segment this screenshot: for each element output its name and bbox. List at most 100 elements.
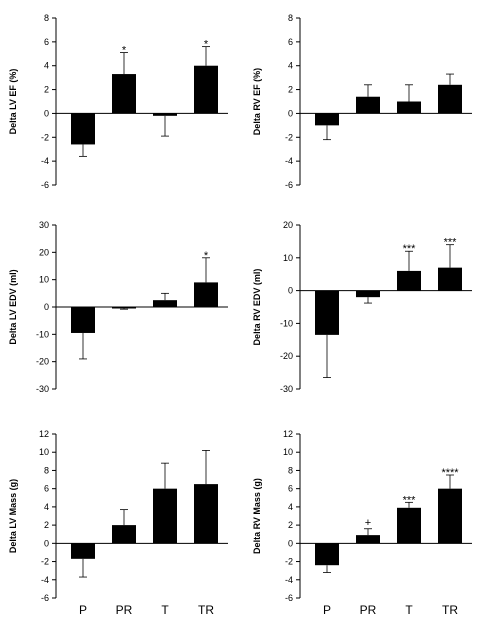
bar-p bbox=[71, 113, 95, 145]
y-tick-label: -2 bbox=[285, 132, 293, 142]
y-tick-label: -6 bbox=[285, 593, 293, 603]
y-tick-label: -2 bbox=[41, 557, 49, 567]
bar-t bbox=[153, 113, 177, 116]
bar-tr bbox=[194, 484, 218, 544]
y-tick-label: 12 bbox=[283, 429, 293, 439]
y-tick-label: 8 bbox=[44, 13, 49, 23]
y-axis-label: Delta RV EF (%) bbox=[252, 68, 262, 135]
bar-pr bbox=[356, 535, 380, 544]
y-axis-label: Delta LV EF (%) bbox=[8, 69, 18, 135]
y-tick-label: 8 bbox=[288, 465, 293, 475]
chart-panel-4: -30 -20 -10 0 10 20 Delta RV EDV (ml) *** *** bbox=[252, 220, 472, 394]
y-tick-label: -4 bbox=[285, 575, 293, 585]
y-tick-label: -20 bbox=[36, 357, 49, 367]
y-tick-label: 0 bbox=[44, 108, 49, 118]
category-label-tr: TR bbox=[442, 603, 458, 617]
bar-p bbox=[315, 290, 339, 335]
y-tick-label: 4 bbox=[44, 61, 49, 71]
y-tick-label: 4 bbox=[44, 502, 49, 512]
y-tick-label: 2 bbox=[44, 85, 49, 95]
category-label-p: P bbox=[323, 603, 331, 617]
significance-marker: * bbox=[204, 250, 209, 262]
y-tick-label: 6 bbox=[288, 484, 293, 494]
y-tick-label: 10 bbox=[283, 447, 293, 457]
y-axis-label: Delta RV EDV (ml) bbox=[252, 269, 262, 346]
y-tick-label: 10 bbox=[283, 253, 293, 263]
y-tick-label: -10 bbox=[36, 329, 49, 339]
significance-marker: + bbox=[365, 517, 371, 529]
bar-tr bbox=[438, 267, 462, 291]
y-tick-label: 6 bbox=[44, 484, 49, 494]
significance-marker: * bbox=[204, 39, 209, 51]
y-tick-label: 4 bbox=[288, 61, 293, 71]
category-label-t: T bbox=[405, 603, 413, 617]
bar-p bbox=[315, 543, 339, 566]
y-tick-label: -6 bbox=[285, 180, 293, 190]
significance-marker: *** bbox=[403, 243, 417, 255]
y-tick-label: -4 bbox=[41, 575, 49, 585]
bar-t bbox=[397, 270, 421, 291]
y-tick-label: 8 bbox=[44, 465, 49, 475]
bar-pr bbox=[112, 74, 136, 114]
y-tick-label: 6 bbox=[288, 37, 293, 47]
significance-marker: *** bbox=[403, 494, 417, 506]
y-tick-label: 20 bbox=[39, 247, 49, 257]
y-tick-label: 4 bbox=[288, 502, 293, 512]
y-tick-label: 2 bbox=[44, 520, 49, 530]
y-tick-label: 2 bbox=[288, 520, 293, 530]
bar-p bbox=[71, 543, 95, 559]
y-tick-label: 8 bbox=[288, 13, 293, 23]
y-tick-label: -20 bbox=[280, 351, 293, 361]
bar-tr bbox=[194, 282, 218, 307]
chart-panel-2: -6 -4 -2 0 2 4 6 8 Delta RV EF (%) bbox=[252, 13, 472, 190]
y-tick-label: -2 bbox=[285, 557, 293, 567]
y-tick-label: 12 bbox=[39, 429, 49, 439]
y-tick-label: -6 bbox=[41, 180, 49, 190]
bar-t bbox=[397, 101, 421, 114]
chart-panel-5: -6 -4 -2 0 2 4 6 8 10 12 Delta LV Mass (g) P PR T TR bbox=[8, 429, 228, 617]
y-tick-label: 0 bbox=[288, 108, 293, 118]
y-tick-label: -30 bbox=[280, 384, 293, 394]
category-label-pr: PR bbox=[116, 603, 133, 617]
bar-tr bbox=[438, 488, 462, 544]
y-tick-label: -6 bbox=[41, 593, 49, 603]
bar-pr bbox=[112, 525, 136, 544]
bar-tr bbox=[194, 65, 218, 114]
bar-pr bbox=[356, 290, 380, 298]
y-tick-label: -10 bbox=[280, 318, 293, 328]
bar-t bbox=[153, 488, 177, 544]
y-tick-label: 6 bbox=[44, 37, 49, 47]
bar-tr bbox=[438, 84, 462, 114]
bar-t bbox=[397, 507, 421, 544]
y-tick-label: 10 bbox=[39, 275, 49, 285]
y-tick-label: 10 bbox=[39, 447, 49, 457]
y-axis-label: Delta LV EDV (ml) bbox=[8, 269, 18, 344]
y-tick-label: -4 bbox=[285, 156, 293, 166]
significance-marker: * bbox=[122, 45, 127, 57]
y-tick-label: 2 bbox=[288, 85, 293, 95]
significance-marker: **** bbox=[441, 467, 459, 479]
y-tick-label: 30 bbox=[39, 220, 49, 230]
category-label-pr: PR bbox=[360, 603, 377, 617]
bar-pr bbox=[112, 307, 136, 309]
significance-marker: *** bbox=[444, 237, 458, 249]
y-tick-label: -4 bbox=[41, 156, 49, 166]
y-tick-label: 20 bbox=[283, 220, 293, 230]
y-tick-label: -30 bbox=[36, 384, 49, 394]
bar-t bbox=[153, 300, 177, 307]
y-tick-label: -2 bbox=[41, 132, 49, 142]
category-label-tr: TR bbox=[198, 603, 214, 617]
bar-p bbox=[71, 307, 95, 333]
category-label-p: P bbox=[79, 603, 87, 617]
y-tick-label: 0 bbox=[288, 538, 293, 548]
y-tick-label: 0 bbox=[44, 538, 49, 548]
bar-pr bbox=[356, 96, 380, 114]
chart-panel-1: -6 -4 -2 0 2 4 6 8 Delta LV EF (%) * * bbox=[8, 13, 228, 190]
y-axis-label: Delta RV Mass (g) bbox=[252, 478, 262, 554]
bar-p bbox=[315, 113, 339, 126]
category-label-t: T bbox=[161, 603, 169, 617]
y-tick-label: 0 bbox=[288, 286, 293, 296]
y-tick-label: 0 bbox=[44, 302, 49, 312]
